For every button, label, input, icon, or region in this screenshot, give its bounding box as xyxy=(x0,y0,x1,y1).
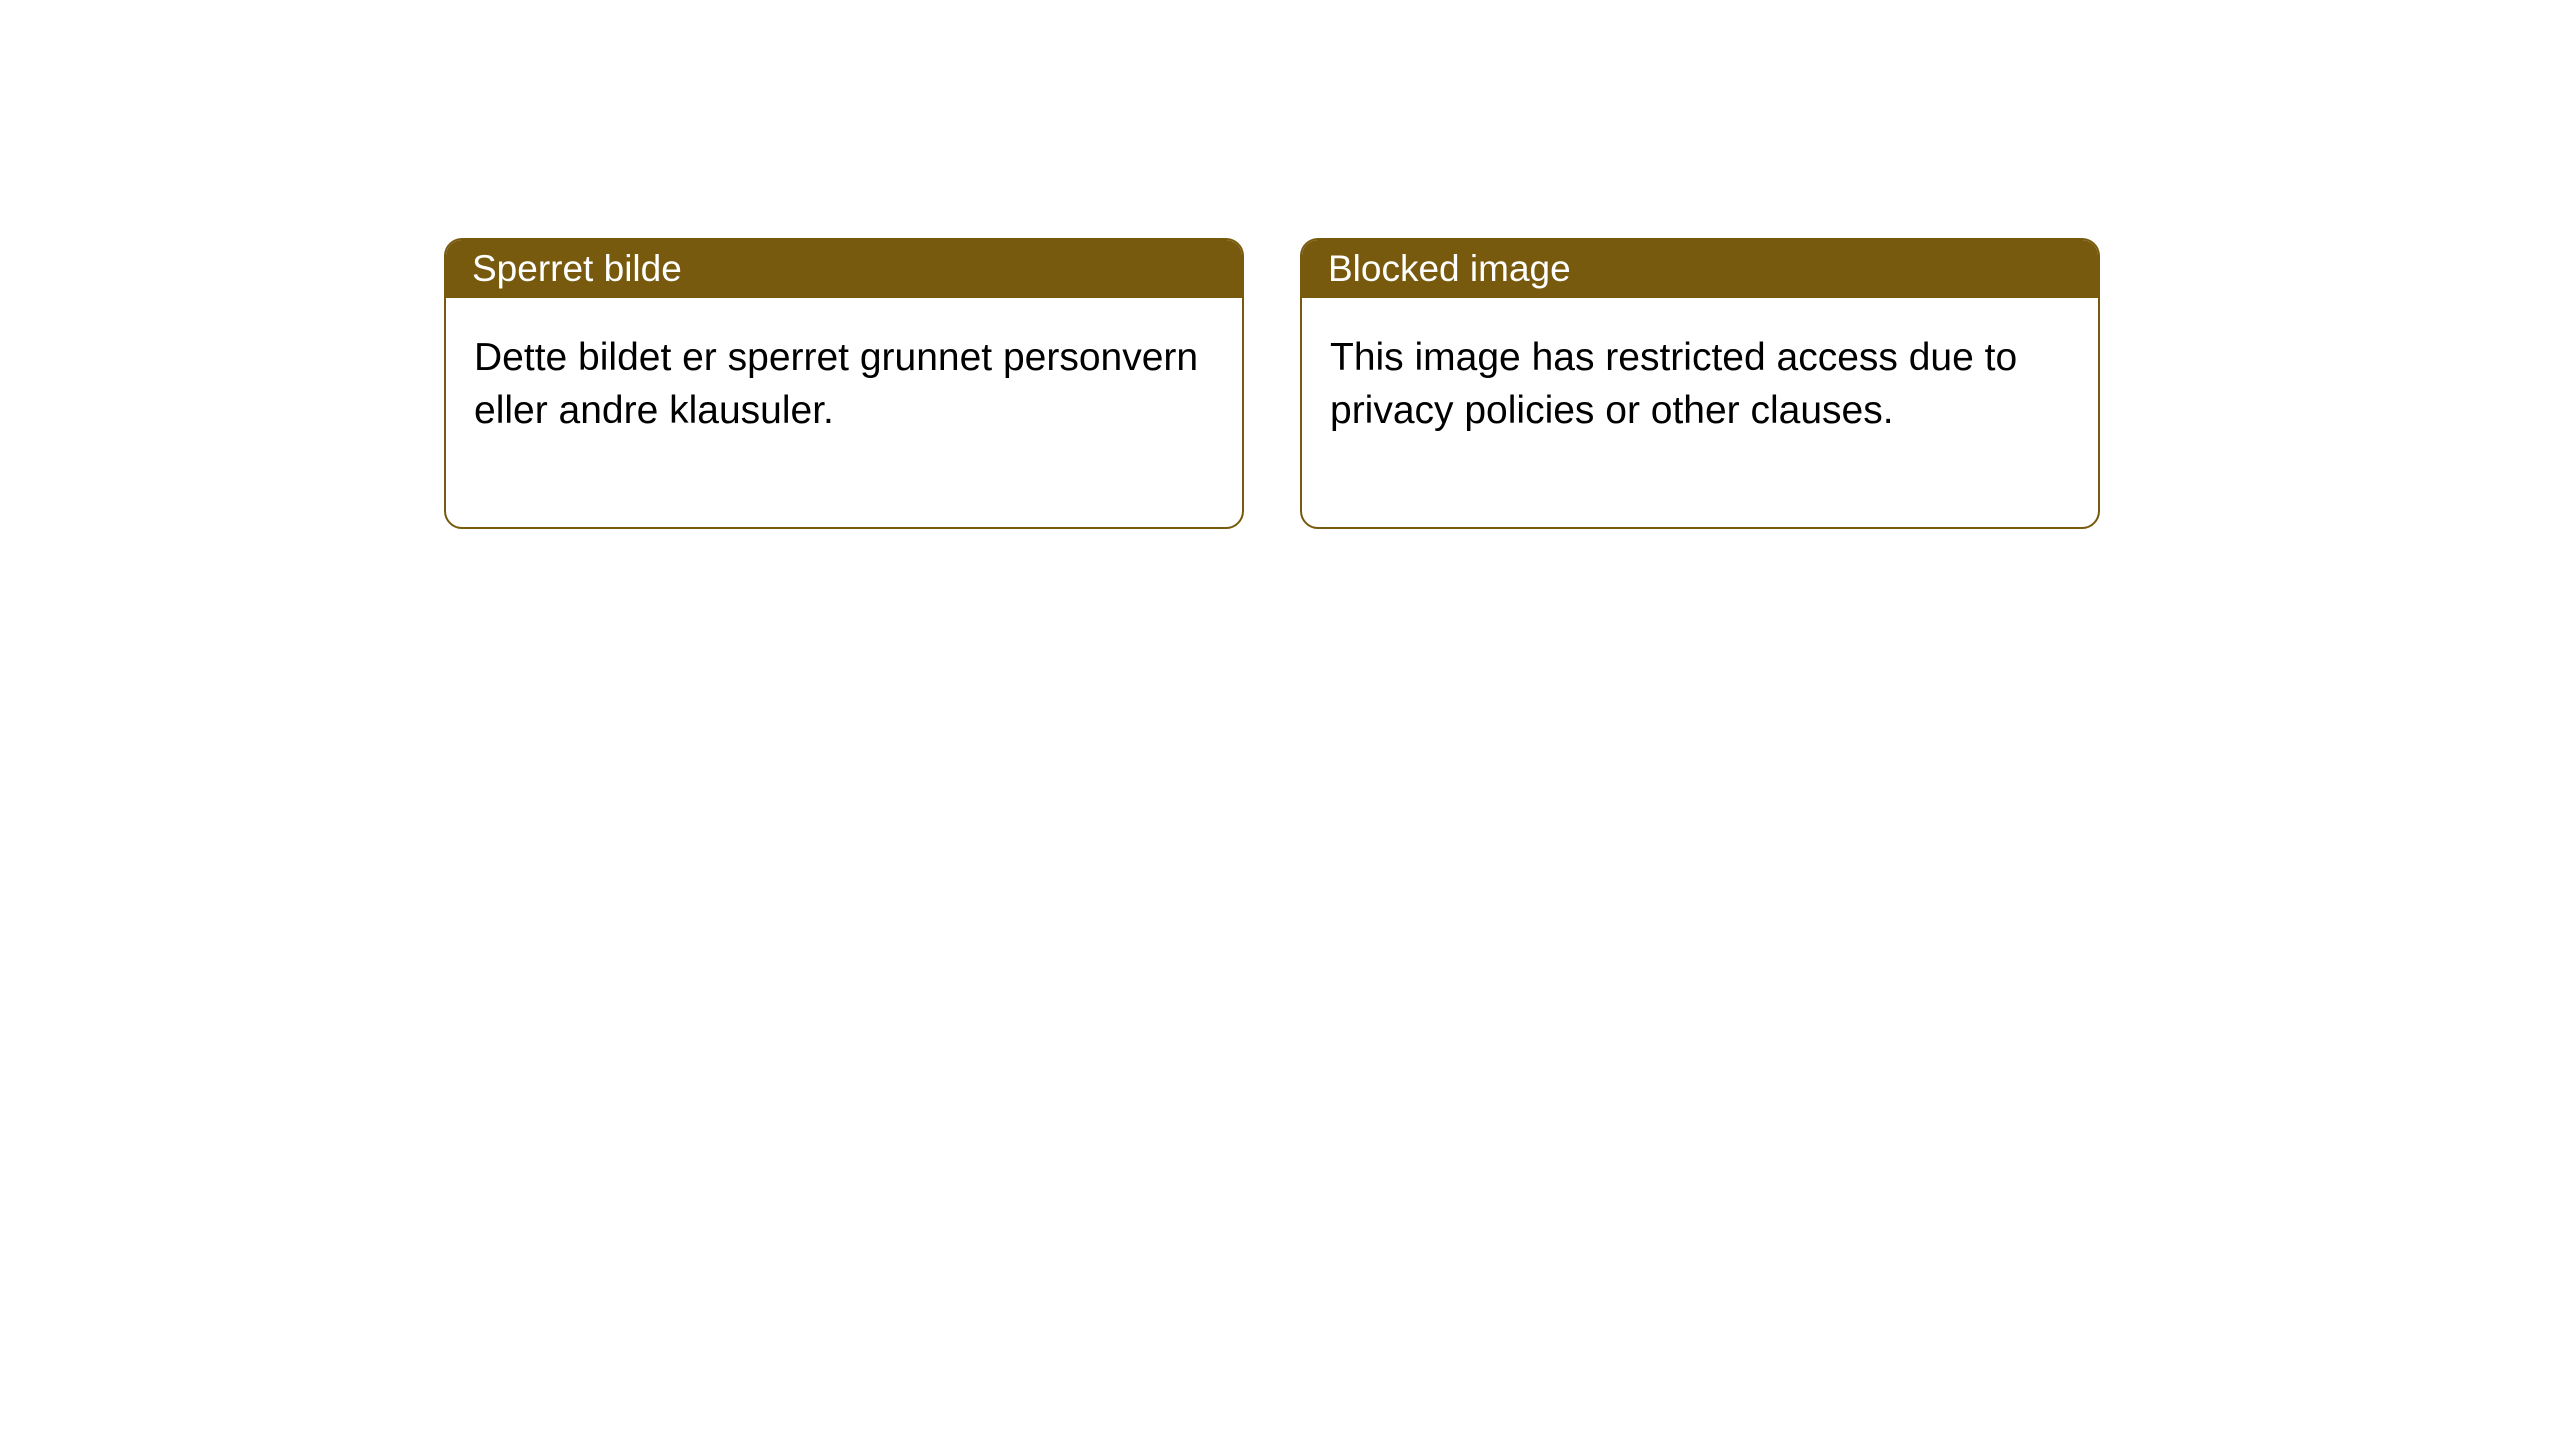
card-header: Sperret bilde xyxy=(446,240,1242,298)
notice-card-english: Blocked image This image has restricted … xyxy=(1300,238,2100,529)
card-body: This image has restricted access due to … xyxy=(1302,298,2098,527)
notice-cards-container: Sperret bilde Dette bildet er sperret gr… xyxy=(444,238,2100,529)
card-header: Blocked image xyxy=(1302,240,2098,298)
notice-card-norwegian: Sperret bilde Dette bildet er sperret gr… xyxy=(444,238,1244,529)
card-body: Dette bildet er sperret grunnet personve… xyxy=(446,298,1242,527)
